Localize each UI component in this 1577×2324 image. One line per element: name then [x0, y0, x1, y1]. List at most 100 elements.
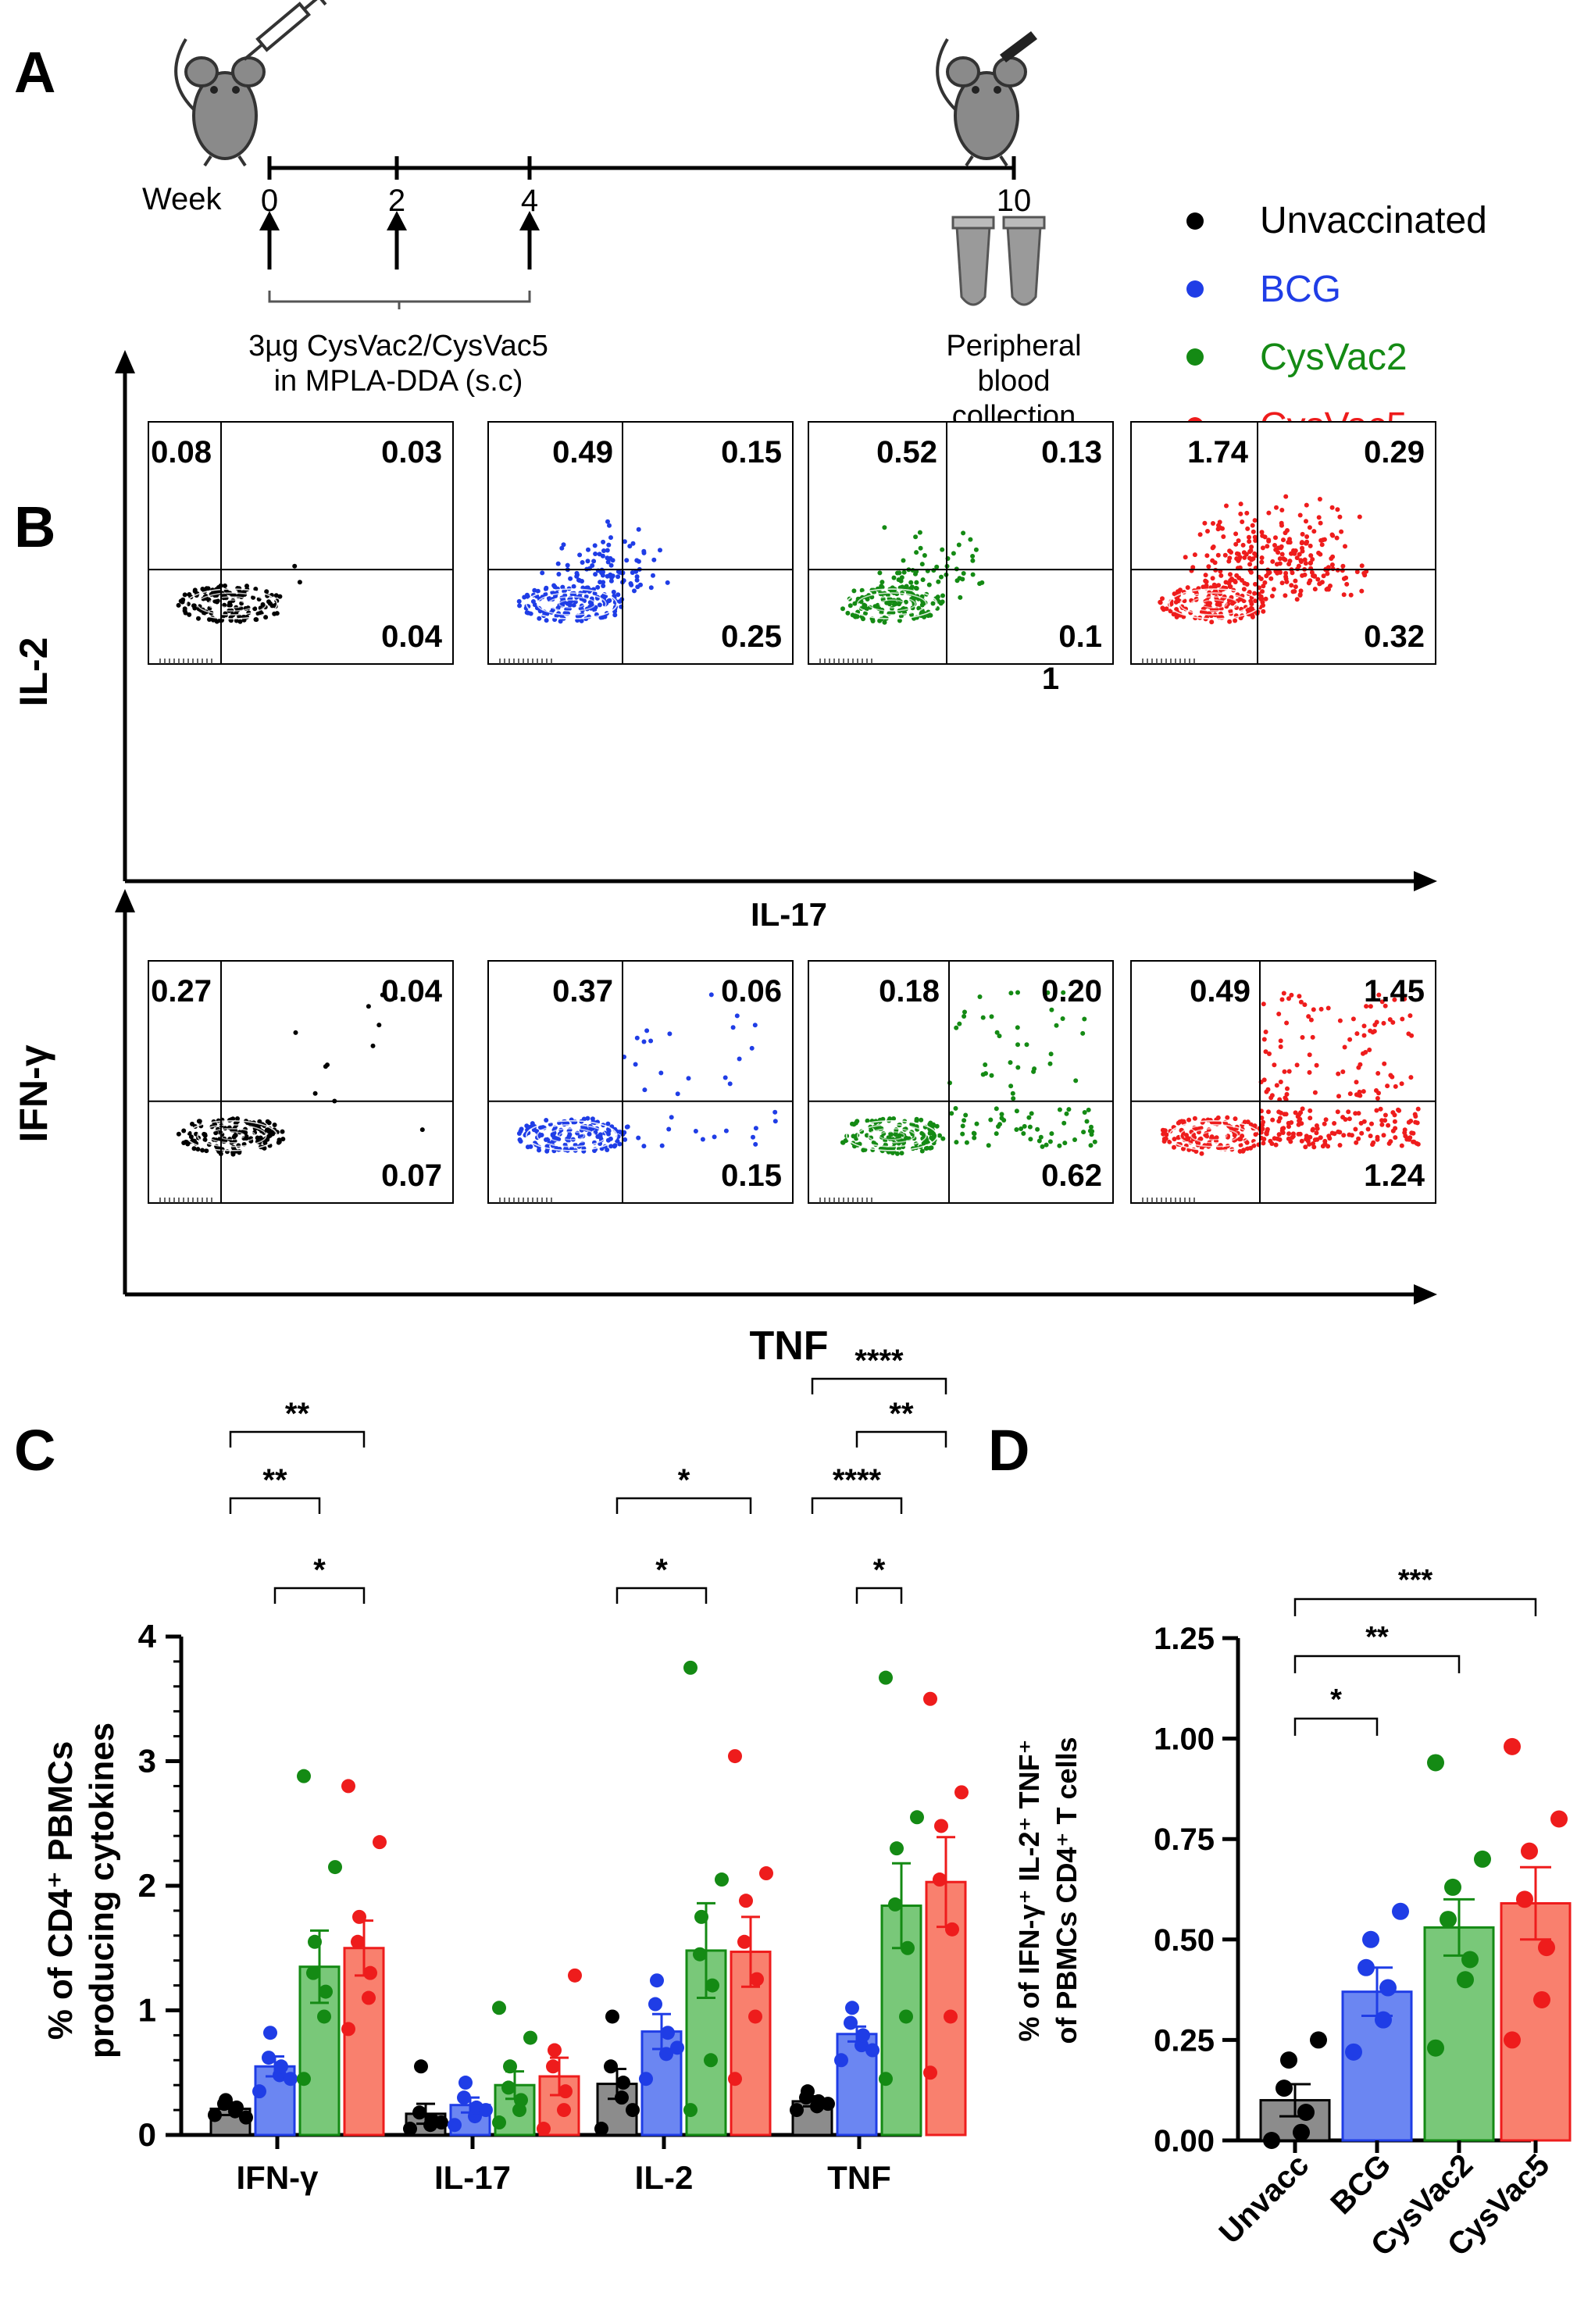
panel-c-data-point — [297, 2072, 311, 2087]
event-dot — [1212, 560, 1218, 566]
event-dot — [1241, 587, 1247, 592]
event-dot — [231, 592, 237, 598]
event-dot — [1310, 557, 1315, 562]
event-dot — [1375, 1096, 1380, 1101]
flow-plot-cysvac2-row2: 0.18 0.20 0.62 — [808, 960, 1114, 1204]
event-dot — [1277, 556, 1283, 562]
event-dot — [585, 585, 590, 591]
event-dot — [1250, 613, 1255, 619]
event-dot — [1365, 1126, 1371, 1132]
event-dot — [1061, 1120, 1067, 1126]
event-dot — [262, 1145, 267, 1151]
event-dot — [605, 1121, 611, 1126]
event-dot — [178, 598, 184, 604]
event-dot — [884, 600, 890, 605]
contour-ring — [207, 596, 256, 612]
event-dot — [1337, 514, 1343, 519]
event-dot — [1375, 1071, 1381, 1076]
event-dot — [419, 1127, 425, 1133]
event-dot — [524, 592, 530, 598]
panel-d-significance-bracket — [1293, 1598, 1537, 1616]
event-dot — [1190, 565, 1196, 570]
panel-d-data-point — [1427, 1754, 1444, 1772]
event-dot — [1335, 507, 1340, 512]
event-dot — [1306, 1014, 1311, 1019]
timeline-tick-0: 0 — [261, 184, 278, 218]
event-dot — [962, 1009, 967, 1015]
event-dot — [636, 1135, 641, 1141]
event-dot — [540, 570, 545, 576]
event-dot — [1323, 1117, 1329, 1123]
event-dot — [1253, 598, 1258, 604]
panel-c-significance-label: ** — [285, 1397, 310, 1431]
event-dot — [272, 611, 277, 616]
event-dot — [1286, 1131, 1292, 1137]
event-dot — [882, 525, 887, 530]
event-dot — [1015, 1025, 1020, 1030]
panel-d-ytick-label: 1.25 — [1154, 1622, 1215, 1656]
panel-c-data-point — [616, 2076, 630, 2090]
event-dot — [994, 1131, 999, 1137]
mouse-icon-left — [174, 37, 266, 167]
event-dot — [592, 591, 598, 596]
event-dot — [1273, 535, 1278, 541]
event-dot — [1348, 592, 1354, 598]
panel-c-data-point — [308, 1934, 322, 1949]
event-dot — [913, 571, 918, 577]
event-dot — [901, 1144, 906, 1150]
panel-c-data-point — [865, 2043, 879, 2058]
event-dot — [1008, 1060, 1013, 1066]
event-dot — [1399, 1081, 1404, 1087]
event-dot — [900, 584, 905, 590]
contour-ring — [1190, 1128, 1239, 1144]
panel-c-ytick-label: 0 — [138, 2116, 156, 2153]
flow-plot-cysvac5-row1: 1.74 0.29 0.32 — [1130, 421, 1436, 665]
event-dot — [551, 583, 557, 588]
event-dot — [1278, 1044, 1283, 1049]
event-dot — [891, 1144, 897, 1150]
event-dot — [1276, 1132, 1282, 1137]
event-dot — [914, 580, 919, 585]
event-dot — [1209, 619, 1215, 625]
event-dot — [190, 1121, 194, 1126]
event-dot — [1381, 1020, 1386, 1026]
event-dot — [187, 592, 192, 597]
event-dot — [1274, 505, 1279, 510]
event-dot — [1402, 1130, 1408, 1135]
event-dot — [1253, 538, 1258, 543]
event-dot — [1325, 1144, 1331, 1149]
panel-d-data-point — [1293, 2123, 1310, 2141]
event-dot — [1253, 581, 1258, 587]
event-dot — [182, 606, 187, 612]
collection-line1: Peripheral — [946, 330, 1081, 362]
event-dot — [1337, 1143, 1343, 1148]
event-dot — [1247, 534, 1251, 540]
event-dot — [989, 1073, 994, 1078]
event-dot — [200, 587, 205, 591]
event-dot — [266, 1120, 272, 1126]
quadrant-lower-right-value: 0.15 — [721, 1158, 782, 1193]
event-dot — [1260, 1123, 1265, 1128]
event-dot — [615, 592, 621, 598]
event-dot — [544, 618, 549, 623]
event-dot — [624, 558, 630, 563]
flow-plot-frame — [148, 421, 454, 665]
panel-c-data-point — [670, 2040, 684, 2055]
quadrant-lower-right-value: 0.04 — [381, 619, 443, 654]
event-dot — [1232, 578, 1237, 584]
event-dot — [634, 574, 640, 580]
event-dot — [234, 1148, 238, 1154]
event-dot — [888, 610, 893, 616]
event-dot — [1238, 597, 1243, 602]
event-dot — [1307, 1141, 1312, 1147]
event-dot — [1314, 1130, 1319, 1136]
panel-c-significance-bracket — [811, 1377, 947, 1394]
event-dot — [1334, 535, 1340, 541]
event-dot — [1240, 1148, 1246, 1154]
event-dot — [1031, 1069, 1036, 1074]
event-dot — [644, 1028, 650, 1033]
syringe-icon — [243, 0, 327, 61]
event-dot — [528, 611, 533, 616]
event-dot — [623, 1137, 628, 1142]
event-dot — [183, 610, 188, 616]
